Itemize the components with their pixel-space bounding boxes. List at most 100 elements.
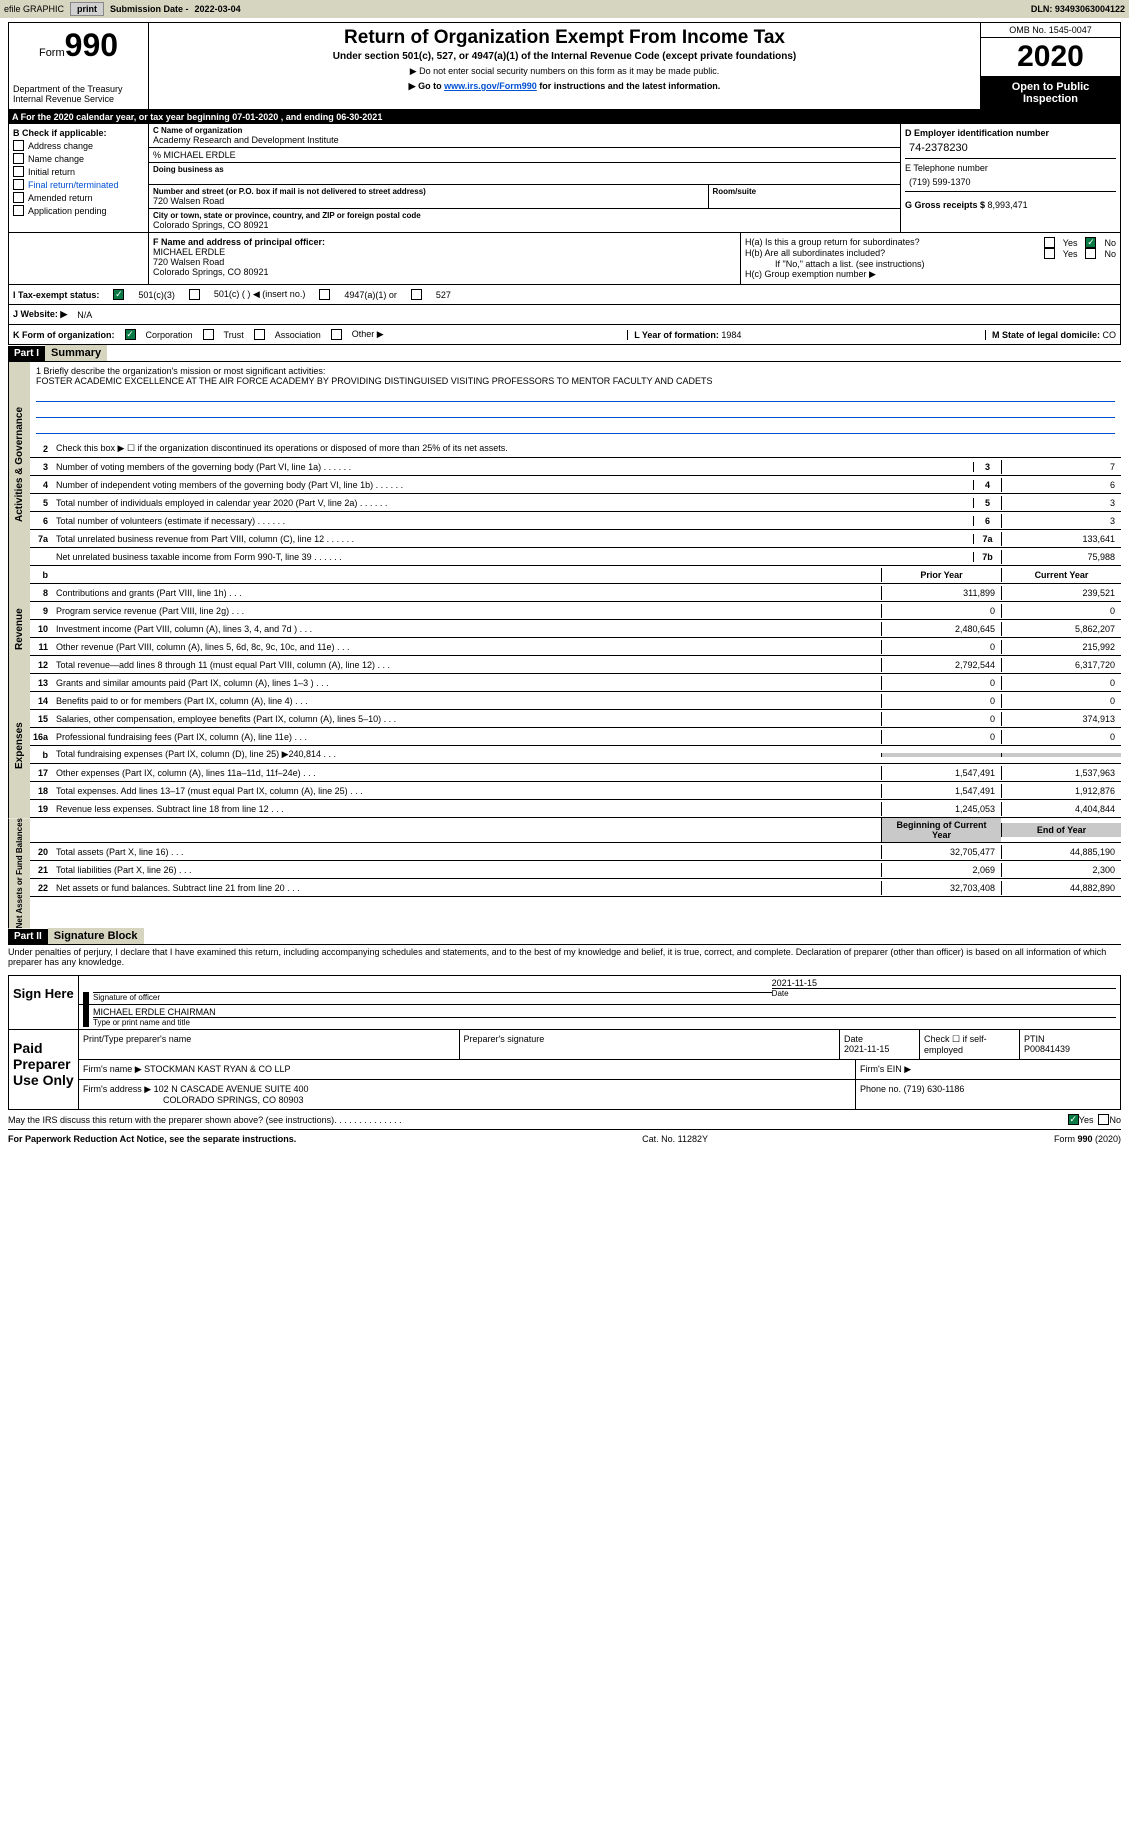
footer-right: Form 990 (2020)	[1054, 1134, 1121, 1144]
lbl-assoc: Association	[275, 330, 321, 340]
m-label: M State of legal domicile:	[992, 330, 1103, 340]
summary-line: 17Other expenses (Part IX, column (A), l…	[30, 764, 1121, 782]
row-i-label: I Tax-exempt status:	[13, 290, 99, 300]
discuss-yes[interactable]: ✓	[1068, 1114, 1079, 1125]
chk-4947[interactable]	[319, 289, 330, 300]
pp-date: 2021-11-15	[844, 1044, 889, 1054]
chk-trust[interactable]	[203, 329, 214, 340]
pp-date-label: Date	[844, 1034, 863, 1044]
summary-line: 19Revenue less expenses. Subtract line 1…	[30, 800, 1121, 818]
chk-501c3[interactable]: ✓	[113, 289, 124, 300]
lbl-527: 527	[436, 290, 451, 300]
chk-assoc[interactable]	[254, 329, 265, 340]
l-year: 1984	[721, 330, 741, 340]
hdr-current-year: Current Year	[1001, 568, 1121, 582]
summary-block: Activities & Governance 1 Briefly descri…	[8, 362, 1121, 566]
firm-ein-label: Firm's EIN ▶	[856, 1060, 1120, 1079]
gov-line: 5Total number of individuals employed in…	[30, 494, 1121, 512]
hb-yes[interactable]	[1044, 248, 1055, 259]
part2-title: Signature Block	[48, 928, 144, 944]
tel-label: E Telephone number	[905, 163, 1116, 173]
penalty-text: Under penalties of perjury, I declare th…	[8, 945, 1121, 969]
print-button[interactable]: print	[70, 2, 104, 16]
firm-name-label: Firm's name ▶	[83, 1064, 142, 1074]
paid-preparer-label: Paid Preparer Use Only	[9, 1030, 79, 1109]
footer-cat: Cat. No. 11282Y	[642, 1134, 708, 1144]
open-public-inspection: Open to Public Inspection	[981, 77, 1120, 109]
lbl-app-pending: Application pending	[28, 206, 107, 216]
mission-text: FOSTER ACADEMIC EXCELLENCE AT THE AIR FO…	[36, 376, 1115, 386]
pp-ptin: P00841439	[1024, 1044, 1070, 1054]
toolbar: efile GRAPHIC print Submission Date - 20…	[0, 0, 1129, 18]
chk-amended[interactable]	[13, 192, 24, 203]
ein: 74-2378230	[905, 138, 1116, 158]
lbl-4947: 4947(a)(1) or	[344, 290, 397, 300]
firm-addr: 102 N CASCADE AVENUE SUITE 400	[154, 1084, 309, 1094]
pp-self-emp: Check ☐ if self-employed	[920, 1030, 1020, 1059]
chk-app-pending[interactable]	[13, 205, 24, 216]
chk-527[interactable]	[411, 289, 422, 300]
chk-other[interactable]	[331, 329, 342, 340]
hdr-boy: Beginning of Current Year	[881, 818, 1001, 842]
subdate: 2022-03-04	[195, 4, 241, 14]
box-f-label: F Name and address of principal officer:	[153, 237, 325, 247]
lbl-initial-return: Initial return	[28, 167, 75, 177]
firm-name: STOCKMAN KAST RYAN & CO LLP	[144, 1064, 290, 1074]
chk-name-change[interactable]	[13, 153, 24, 164]
chk-initial-return[interactable]	[13, 166, 24, 177]
tab-activities-governance: Activities & Governance	[8, 362, 30, 566]
chk-501c[interactable]	[189, 289, 200, 300]
telephone: (719) 599-1370	[905, 173, 1116, 191]
form-number: 990	[65, 27, 118, 63]
gross-label: G Gross receipts $	[905, 200, 988, 210]
line-a: A For the 2020 calendar year, or tax yea…	[8, 110, 1121, 124]
care-of: % MICHAEL ERDLE	[149, 148, 900, 163]
name-label: C Name of organization	[153, 126, 896, 135]
dept-label: Department of the Treasury Internal Reve…	[13, 84, 144, 104]
ha-label: H(a) Is this a group return for subordin…	[745, 237, 920, 248]
summary-line: 12Total revenue—add lines 8 through 11 (…	[30, 656, 1121, 674]
gov-line: 6Total number of volunteers (estimate if…	[30, 512, 1121, 530]
hb-note: If "No," attach a list. (see instruction…	[745, 259, 1116, 269]
row-k-label: K Form of organization:	[13, 330, 115, 340]
box-b-header: B Check if applicable:	[13, 128, 144, 138]
gov-line: 3Number of voting members of the governi…	[30, 458, 1121, 476]
chk-corp[interactable]: ✓	[125, 329, 136, 340]
hb-no[interactable]	[1085, 248, 1096, 259]
sign-here-label: Sign Here	[9, 976, 79, 1029]
ha-yes[interactable]	[1044, 237, 1055, 248]
form-header: Form990 Department of the Treasury Inter…	[8, 22, 1121, 110]
pp-name-label: Print/Type preparer's name	[79, 1030, 460, 1059]
tax-year: 2020	[981, 38, 1120, 77]
sig-officer-label: Signature of officer	[93, 992, 772, 1002]
summary-line: 22Net assets or fund balances. Subtract …	[30, 879, 1121, 897]
lbl-501c: 501(c) ( ) ◀ (insert no.)	[214, 289, 305, 300]
summary-line: 14Benefits paid to or for members (Part …	[30, 692, 1121, 710]
form-subtitle: Under section 501(c), 527, or 4947(a)(1)…	[153, 51, 976, 62]
dba-label: Doing business as	[153, 165, 896, 174]
gov-line: 7aTotal unrelated business revenue from …	[30, 530, 1121, 548]
chk-final-return[interactable]	[13, 179, 24, 190]
officer-typed-name: MICHAEL ERDLE CHAIRMAN	[93, 1007, 1116, 1017]
part1-header: Part I	[8, 346, 45, 361]
firm-city: COLORADO SPRINGS, CO 80903	[83, 1095, 304, 1105]
hc-label: H(c) Group exemption number ▶	[745, 269, 1116, 280]
part2-header: Part II	[8, 929, 48, 944]
chk-address-change[interactable]	[13, 140, 24, 151]
gov-line: 4Number of independent voting members of…	[30, 476, 1121, 494]
dln: DLN: 93493063004122	[1031, 4, 1125, 14]
officer-addr1: 720 Walsen Road	[153, 257, 736, 267]
discuss-no[interactable]	[1098, 1114, 1109, 1125]
form-title: Return of Organization Exempt From Incom…	[153, 27, 976, 49]
summary-line: 10Investment income (Part VIII, column (…	[30, 620, 1121, 638]
lbl-trust: Trust	[224, 330, 244, 340]
lbl-final-return: Final return/terminated	[28, 180, 119, 190]
summary-line: 9Program service revenue (Part VIII, lin…	[30, 602, 1121, 620]
ha-no[interactable]: ✓	[1085, 237, 1096, 248]
lbl-amended: Amended return	[28, 193, 93, 203]
row-f-h: F Name and address of principal officer:…	[8, 233, 1121, 285]
mission-label: 1 Briefly describe the organization's mi…	[36, 366, 1115, 376]
form990-link[interactable]: www.irs.gov/Form990	[444, 81, 537, 91]
part1-title: Summary	[45, 345, 107, 361]
lbl-corp: Corporation	[146, 330, 193, 340]
